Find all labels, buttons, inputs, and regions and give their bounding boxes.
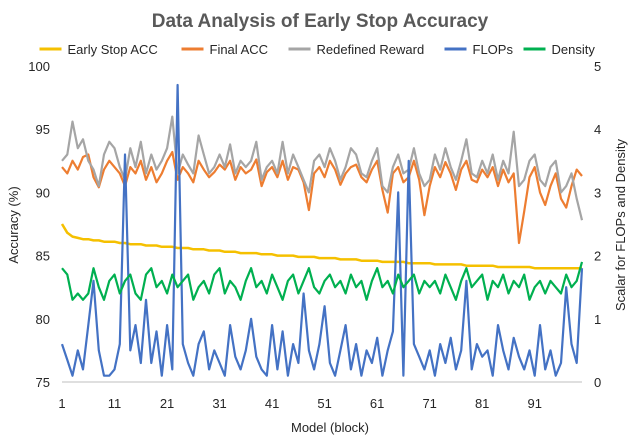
series-line-density (61, 261, 584, 301)
y2-tick-label: 1 (594, 312, 601, 327)
y-tick-label: 80 (36, 312, 50, 327)
y2-axis-label: Scalar for FLOPs and Density (613, 139, 628, 311)
x-tick-label: 41 (265, 396, 279, 411)
x-axis-label: Model (block) (291, 420, 369, 435)
x-tick-label: 91 (527, 396, 541, 411)
y-tick-label: 85 (36, 249, 50, 264)
y-tick-label: 100 (28, 59, 50, 74)
x-tick-label: 1 (58, 396, 65, 411)
y-axis-label: Accuracy (%) (6, 186, 21, 263)
y-tick-label: 75 (36, 375, 50, 390)
y2-tick-label: 5 (594, 59, 601, 74)
x-tick-label: 81 (475, 396, 489, 411)
legend-label-density: Density (552, 42, 596, 57)
y2-tick-label: 2 (594, 249, 601, 264)
series-line-final-acc (61, 150, 583, 245)
y2-tick-label: 4 (594, 122, 601, 137)
x-tick-label: 21 (160, 396, 174, 411)
x-tick-label: 31 (212, 396, 226, 411)
series-line-early-stop-acc (60, 223, 582, 270)
legend: Early Stop ACC Final ACC Redefined Reward F… (39, 42, 596, 57)
legend-label-final-acc: Final ACC (210, 42, 269, 57)
series-line-flops (60, 83, 584, 377)
x-tick-label: 51 (317, 396, 331, 411)
y-tick-label: 90 (36, 185, 50, 200)
legend-label-flops: FLOPs (473, 42, 514, 57)
legend-label-redefined-reward: Redefined Reward (317, 42, 425, 57)
chart-title: Data Analysis of Early Stop Accuracy (152, 11, 489, 32)
series-line-redefined-reward (61, 115, 584, 221)
y2-tick-label: 3 (594, 185, 601, 200)
series-group (60, 83, 584, 377)
y-tick-label: 95 (36, 122, 50, 137)
x-tick-label: 61 (370, 396, 384, 411)
x-tick-label: 71 (422, 396, 436, 411)
x-tick-label: 11 (108, 396, 122, 411)
y2-tick-label: 0 (594, 375, 601, 390)
legend-label-early-stop-acc: Early Stop ACC (68, 42, 158, 57)
